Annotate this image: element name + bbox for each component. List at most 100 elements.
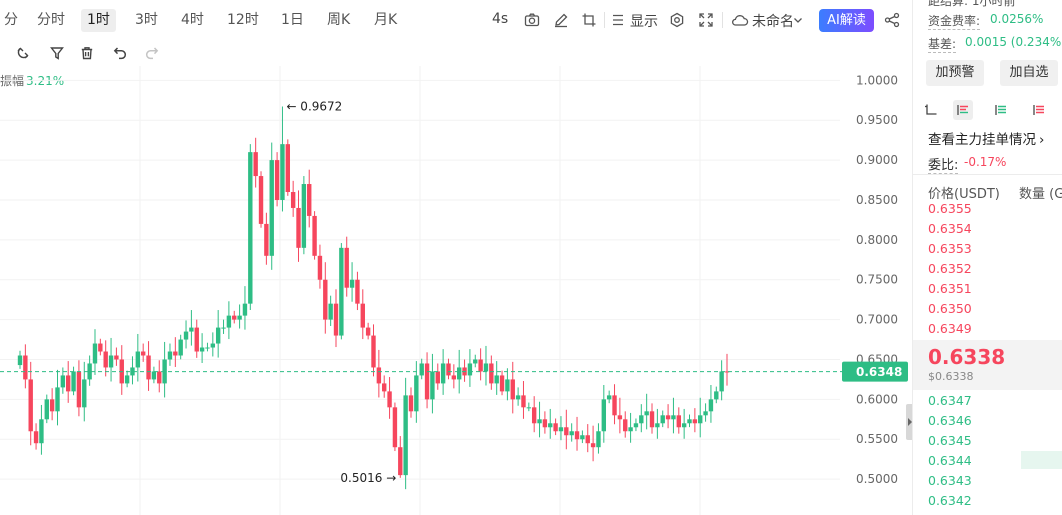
orderbook-both-icon[interactable] xyxy=(921,100,941,120)
add-alert-button[interactable]: 加预警 xyxy=(926,60,984,86)
magnet-icon[interactable] xyxy=(13,43,33,63)
candle-body xyxy=(210,343,216,348)
chevron-down-icon[interactable] xyxy=(788,10,808,30)
candle xyxy=(382,375,387,398)
share-icon[interactable] xyxy=(882,10,902,30)
camera-icon[interactable] xyxy=(522,10,542,30)
candle xyxy=(719,360,724,401)
candle-body xyxy=(87,363,92,380)
bid-price[interactable]: 0.6343 xyxy=(928,473,972,488)
panel-collapse-handle[interactable] xyxy=(906,404,914,440)
add-watchlist-button[interactable]: 加自选 xyxy=(1000,60,1058,86)
bid-depth-bar xyxy=(1021,451,1062,469)
ask-price[interactable]: 0.6354 xyxy=(928,221,972,236)
timeframe-month[interactable]: 月K xyxy=(374,12,398,28)
candle-body xyxy=(478,359,483,372)
orderbook-depth-icon[interactable] xyxy=(1029,100,1049,120)
crop-icon[interactable] xyxy=(579,10,599,30)
filter-icon[interactable] xyxy=(47,43,67,63)
settings-icon[interactable] xyxy=(667,10,687,30)
trash-icon[interactable] xyxy=(77,43,97,63)
candle-body xyxy=(285,144,291,193)
redo-icon[interactable] xyxy=(142,43,162,63)
bid-price[interactable]: 0.6345 xyxy=(928,433,972,448)
candlestick-chart[interactable]: 1.0000 0.9500 0.9000 0.8500 0.8000 0.7500 0.70… xyxy=(0,66,912,515)
display-menu[interactable]: 显示 xyxy=(630,14,658,30)
candle-body xyxy=(558,427,564,432)
bid-price[interactable]: 0.6342 xyxy=(928,493,972,508)
candle-body xyxy=(28,379,33,432)
order-panel: 距结算: 1小时前 资金费率: 0.0256% 基差: 0.0015 (0.23… xyxy=(912,0,1062,515)
timeframe-week[interactable]: 周K xyxy=(327,12,351,28)
pen-icon[interactable] xyxy=(551,10,571,30)
candle-body xyxy=(494,375,499,384)
candle xyxy=(537,401,542,438)
candle xyxy=(639,404,644,433)
ask-price[interactable]: 0.6355 xyxy=(928,201,972,216)
price-axis: 1.0000 0.9500 0.9000 0.8500 0.8000 0.7500 0.70… xyxy=(856,73,898,486)
ask-price[interactable]: 0.6349 xyxy=(928,321,972,336)
timeframe-min[interactable]: 分 xyxy=(4,12,18,28)
orderbook-asks-icon[interactable] xyxy=(991,100,1011,120)
candle-body xyxy=(521,395,526,408)
y-tick-label: 0.7000 xyxy=(856,313,898,327)
y-tick-label: 0.5000 xyxy=(856,472,898,486)
ask-price[interactable]: 0.6351 xyxy=(928,281,972,296)
timeframe-3h[interactable]: 3时 xyxy=(135,12,158,28)
amplitude-value: 3.21% xyxy=(26,74,65,88)
candle xyxy=(553,418,558,436)
candle-body xyxy=(301,184,307,248)
candle xyxy=(92,329,98,375)
candle-body xyxy=(60,375,66,388)
candle-body xyxy=(44,399,49,420)
candle xyxy=(365,322,371,340)
candle xyxy=(140,343,146,362)
candle xyxy=(221,319,226,334)
candle-body xyxy=(430,371,435,400)
orderbook-bids-icon[interactable] xyxy=(953,100,973,120)
undo-icon[interactable] xyxy=(110,43,130,63)
candle-body xyxy=(205,347,210,349)
bid-price[interactable]: 0.6344 xyxy=(928,453,972,468)
candle xyxy=(435,363,440,390)
layout-name[interactable]: 未命名 xyxy=(752,14,794,30)
main-orders-link[interactable]: 查看主力挂单情况 › xyxy=(928,128,1044,148)
candle-body xyxy=(499,375,505,392)
candle-body xyxy=(82,379,87,408)
candle-body xyxy=(692,419,698,424)
candle-body xyxy=(456,367,462,380)
cloud-icon[interactable] xyxy=(730,10,750,30)
candle-body xyxy=(355,279,360,304)
ai-interpret-button[interactable]: AI解读 xyxy=(819,9,874,32)
timeframe-1h[interactable]: 1时 xyxy=(81,9,116,32)
timeframe-12h[interactable]: 12时 xyxy=(227,12,259,28)
bid-price[interactable]: 0.6346 xyxy=(928,413,972,428)
candle xyxy=(108,337,114,382)
candle xyxy=(580,430,585,444)
timeframe-4h[interactable]: 4时 xyxy=(181,12,204,28)
y-tick-label: 1.0000 xyxy=(856,73,898,87)
fullscreen-icon[interactable] xyxy=(696,10,716,30)
candle-body xyxy=(414,375,419,412)
ask-price[interactable]: 0.6352 xyxy=(928,261,972,276)
candle xyxy=(424,352,430,409)
candle xyxy=(478,348,483,381)
candle-body xyxy=(33,431,39,444)
candle xyxy=(237,304,242,329)
candle xyxy=(473,354,478,368)
candle-body xyxy=(633,423,639,428)
ask-price[interactable]: 0.6353 xyxy=(928,241,972,256)
chevron-right-icon: › xyxy=(1039,132,1045,148)
candle xyxy=(274,152,280,207)
candle xyxy=(671,397,676,434)
candle-body xyxy=(290,192,296,208)
candle-body xyxy=(135,351,141,368)
funding-rate-value: 0.0256% xyxy=(990,12,1044,26)
bid-price[interactable]: 0.6347 xyxy=(928,393,972,408)
candle xyxy=(649,403,655,434)
timeframe-1d[interactable]: 1日 xyxy=(281,12,304,28)
timeframe-time-share[interactable]: 分时 xyxy=(37,12,65,28)
display-list-icon[interactable] xyxy=(608,10,628,30)
candle-body xyxy=(596,431,601,448)
ask-price[interactable]: 0.6350 xyxy=(928,301,972,316)
